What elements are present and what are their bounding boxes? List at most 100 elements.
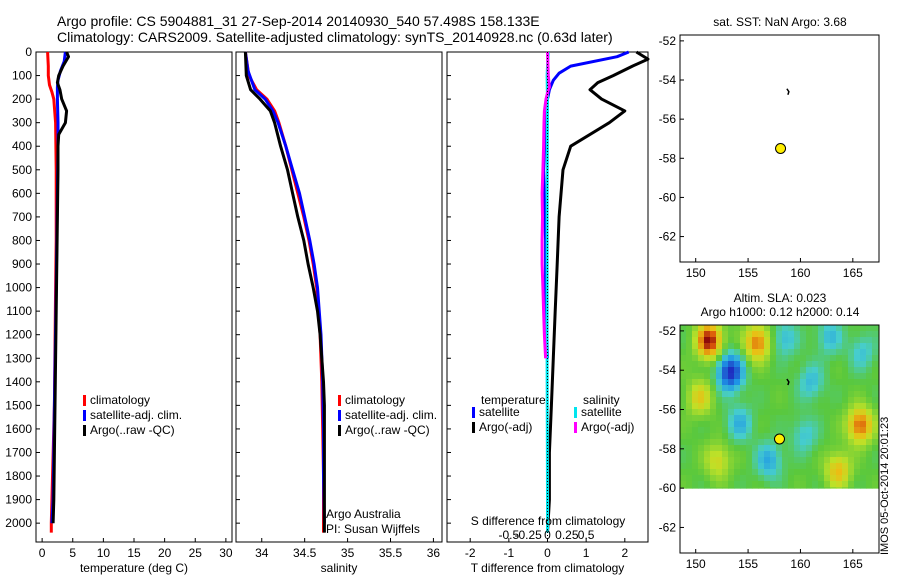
heatmap-cell bbox=[836, 361, 843, 368]
heatmap-cell bbox=[686, 433, 693, 440]
heatmap-cell bbox=[746, 481, 753, 488]
heatmap-cell bbox=[818, 397, 825, 404]
heatmap-cell bbox=[722, 469, 729, 476]
heatmap-cell bbox=[680, 481, 687, 488]
heatmap-cell bbox=[788, 475, 795, 482]
heatmap-cell bbox=[692, 349, 699, 356]
heatmap-cell bbox=[710, 457, 717, 464]
heatmap-cell bbox=[854, 475, 861, 482]
heatmap-cell bbox=[758, 481, 765, 488]
heatmap-cell bbox=[782, 451, 789, 458]
heatmap-cell bbox=[734, 391, 741, 398]
heatmap-cell bbox=[680, 397, 687, 404]
heatmap-cell bbox=[704, 469, 711, 476]
heatmap-cell bbox=[830, 445, 837, 452]
heatmap-cell bbox=[794, 361, 801, 368]
heatmap-cell bbox=[830, 475, 837, 482]
heatmap-cell bbox=[698, 331, 705, 338]
heatmap-cell bbox=[812, 355, 819, 362]
heatmap-cell bbox=[806, 343, 813, 350]
heatmap-cell bbox=[716, 439, 723, 446]
heatmap-cell bbox=[806, 391, 813, 398]
heatmap-cell bbox=[860, 457, 867, 464]
heatmap-cell bbox=[830, 457, 837, 464]
heatmap-cell bbox=[686, 379, 693, 386]
heatmap-cell bbox=[854, 391, 861, 398]
heatmap-cell bbox=[740, 439, 747, 446]
heatmap-cell bbox=[812, 343, 819, 350]
y-tick-label: 1000 bbox=[5, 281, 32, 295]
heatmap-cell bbox=[860, 409, 867, 416]
heatmap-cell bbox=[842, 475, 849, 482]
heatmap-cell bbox=[848, 463, 855, 470]
heatmap-cell bbox=[818, 451, 825, 458]
heatmap-cell bbox=[764, 337, 771, 344]
heatmap-cell bbox=[698, 487, 705, 489]
heatmap-cell bbox=[722, 481, 729, 488]
heatmap-cell bbox=[782, 343, 789, 350]
heatmap-cell bbox=[740, 325, 747, 332]
heatmap-cell bbox=[704, 367, 711, 374]
heatmap-cell bbox=[740, 331, 747, 338]
heatmap-cell bbox=[842, 433, 849, 440]
heatmap-cell bbox=[752, 415, 759, 422]
heatmap-cell bbox=[860, 403, 867, 410]
title-line-1: Argo profile: CS 5904881_31 27-Sep-2014 … bbox=[57, 13, 540, 29]
heatmap-cell bbox=[860, 469, 867, 476]
heatmap-cell bbox=[818, 337, 825, 344]
heatmap-cell bbox=[794, 463, 801, 470]
heatmap-cell bbox=[734, 397, 741, 404]
heatmap-cell bbox=[752, 349, 759, 356]
heatmap-cell bbox=[680, 385, 687, 392]
heatmap-cell bbox=[770, 439, 777, 446]
heatmap-cell bbox=[686, 355, 693, 362]
y-tick-label: 1300 bbox=[5, 351, 32, 365]
heatmap-cell bbox=[806, 325, 813, 332]
heatmap-cell bbox=[782, 355, 789, 362]
heatmap-cell bbox=[842, 457, 849, 464]
y-tick-label: 1700 bbox=[5, 445, 32, 459]
heatmap-cell bbox=[716, 451, 723, 458]
heatmap-cell bbox=[710, 445, 717, 452]
heatmap-cell bbox=[680, 391, 687, 398]
heatmap-cell bbox=[722, 463, 729, 470]
heatmap-cell bbox=[866, 331, 873, 338]
heatmap-cell bbox=[836, 481, 843, 488]
heatmap-cell bbox=[794, 373, 801, 380]
heatmap-cell bbox=[764, 463, 771, 470]
x2-tick-label: 0.25 bbox=[555, 528, 579, 542]
legend-label: satellite-adj. clim. bbox=[345, 408, 437, 422]
heatmap-cell bbox=[794, 349, 801, 356]
heatmap-cell bbox=[848, 325, 855, 332]
heatmap-cell bbox=[698, 355, 705, 362]
heatmap-cell bbox=[836, 433, 843, 440]
heatmap-cell bbox=[746, 391, 753, 398]
heatmap-cell bbox=[728, 457, 735, 464]
heatmap-cell bbox=[800, 433, 807, 440]
heatmap-cell bbox=[830, 361, 837, 368]
heatmap-cell bbox=[836, 403, 843, 410]
heatmap-cell bbox=[806, 385, 813, 392]
heatmap-cell bbox=[728, 463, 735, 470]
heatmap-cell bbox=[692, 433, 699, 440]
heatmap-cell bbox=[824, 409, 831, 416]
heatmap-cell bbox=[746, 409, 753, 416]
heatmap-cell bbox=[866, 463, 873, 470]
heatmap-cell bbox=[782, 337, 789, 344]
heatmap-cell bbox=[746, 343, 753, 350]
heatmap-cell bbox=[704, 391, 711, 398]
heatmap-cell bbox=[818, 379, 825, 386]
heatmap-cell bbox=[866, 421, 873, 428]
heatmap-cell bbox=[872, 349, 879, 356]
heatmap-cell bbox=[848, 451, 855, 458]
heatmap-cell bbox=[812, 379, 819, 386]
heatmap-cell bbox=[686, 397, 693, 404]
heatmap-cell bbox=[854, 487, 861, 489]
heatmap-cell bbox=[710, 469, 717, 476]
heatmap-cell bbox=[716, 391, 723, 398]
heatmap-cell bbox=[752, 427, 759, 434]
heatmap-cell bbox=[848, 433, 855, 440]
argo-location-marker bbox=[774, 433, 785, 445]
heatmap-cell bbox=[740, 355, 747, 362]
series-line-argo-raw-qc- bbox=[51, 51, 70, 524]
